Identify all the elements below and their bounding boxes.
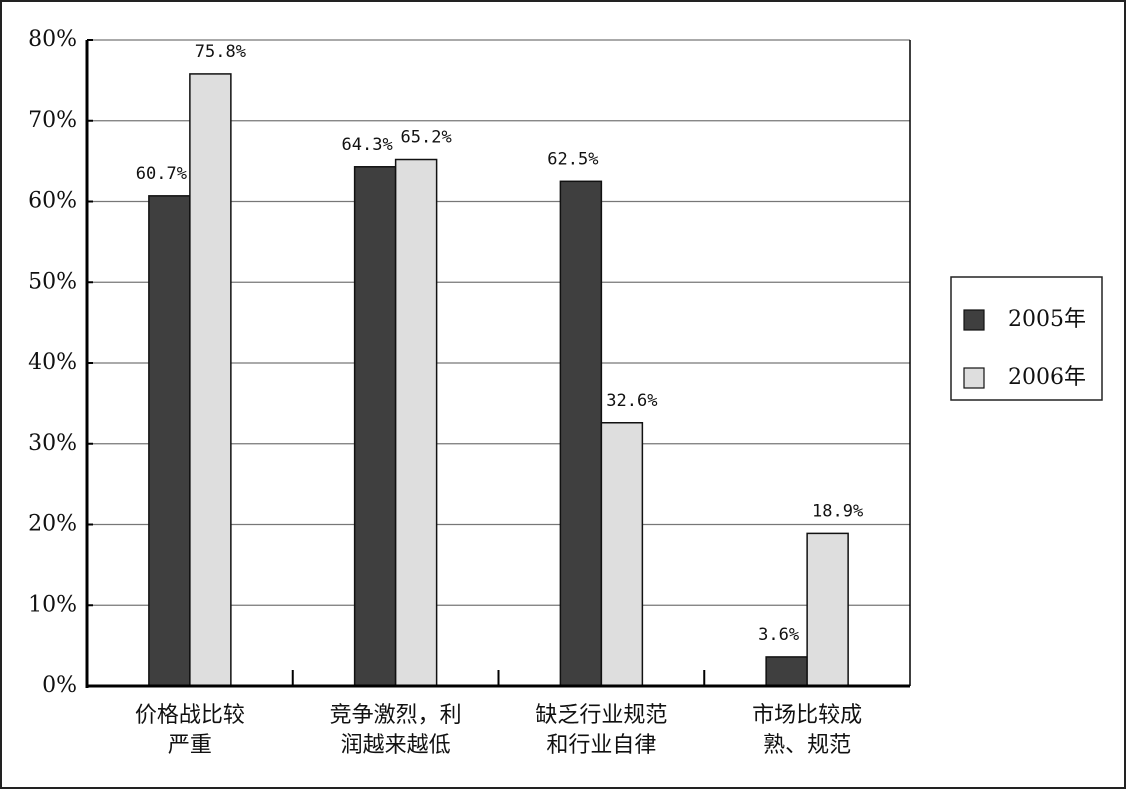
bar xyxy=(189,73,232,687)
bar xyxy=(559,180,603,687)
y-tick-label: 60% xyxy=(28,189,77,214)
y-tick-label: 50% xyxy=(28,269,77,294)
x-tick-label: 缺乏行业规范和行业自律 xyxy=(535,703,667,758)
y-tick-label: 0% xyxy=(42,673,77,698)
value-label: 3.6% xyxy=(758,625,799,645)
x-tick-label: 价格战比较严重 xyxy=(135,703,245,758)
x-tick-label: 市场比较成熟、规范 xyxy=(752,703,862,758)
bar xyxy=(353,166,397,687)
y-tick-label: 10% xyxy=(28,592,77,617)
legend-swatch xyxy=(963,309,985,331)
bar xyxy=(394,158,438,687)
value-label: 62.5% xyxy=(547,149,598,169)
x-tick-label: 竞争激烈，利润越来越低 xyxy=(330,703,462,758)
legend-label: 2006年 xyxy=(1008,365,1086,390)
y-tick-label: 70% xyxy=(28,108,77,133)
bar xyxy=(600,422,644,687)
y-tick-label: 30% xyxy=(28,431,77,456)
legend-label: 2005年 xyxy=(1008,307,1086,332)
bar xyxy=(765,656,808,687)
value-label: 65.2% xyxy=(401,128,452,148)
value-label: 32.6% xyxy=(606,391,657,411)
bar xyxy=(806,532,849,687)
value-label: 60.7% xyxy=(136,164,187,184)
legend-swatch xyxy=(963,367,985,389)
y-tick-label: 20% xyxy=(28,512,77,537)
y-tick-label: 80% xyxy=(28,27,77,52)
value-label: 64.3% xyxy=(342,135,393,155)
y-tick-label: 40% xyxy=(28,350,77,375)
value-label: 75.8% xyxy=(195,42,246,62)
bar xyxy=(148,195,191,687)
value-label: 18.9% xyxy=(812,501,863,521)
